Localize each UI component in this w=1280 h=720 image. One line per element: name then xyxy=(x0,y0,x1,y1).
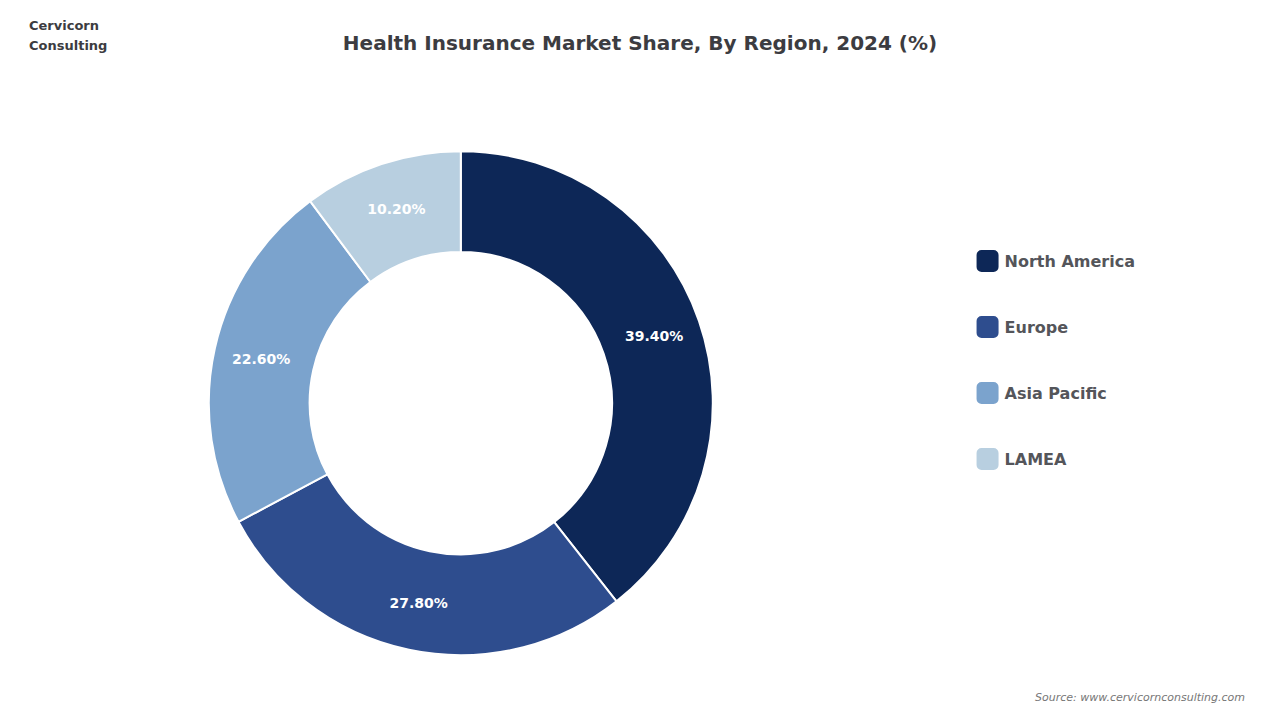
svg-text:Health Insurance Market Share,: Health Insurance Market Share, By Region… xyxy=(343,31,937,55)
svg-text:Asia Pacific: Asia Pacific xyxy=(1005,384,1107,403)
svg-text:39.40%: 39.40% xyxy=(625,328,683,344)
svg-text:27.80%: 27.80% xyxy=(390,595,448,611)
svg-text:Europe: Europe xyxy=(1005,318,1069,337)
svg-text:22.60%: 22.60% xyxy=(232,351,290,367)
svg-text:10.20%: 10.20% xyxy=(367,201,425,217)
svg-text:North America: North America xyxy=(1005,252,1135,271)
svg-text:LAMEA: LAMEA xyxy=(1005,450,1067,469)
svg-text:Source: www.cervicornconsultin: Source: www.cervicornconsulting.com xyxy=(1035,691,1245,704)
svg-text:Consulting: Consulting xyxy=(29,38,107,53)
svg-text:Cervicorn: Cervicorn xyxy=(29,18,99,33)
